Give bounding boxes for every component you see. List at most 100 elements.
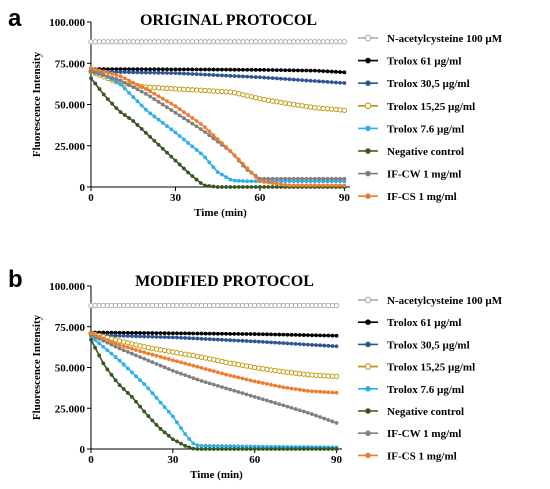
series-line [90, 70, 345, 180]
data-point [158, 354, 163, 359]
data-point [249, 67, 254, 72]
data-point [146, 334, 151, 339]
data-point [139, 84, 144, 89]
data-point [253, 67, 258, 72]
data-point [175, 331, 179, 336]
data-point [308, 68, 313, 73]
data-point [296, 68, 300, 73]
data-point [149, 345, 156, 351]
data-point [186, 119, 191, 123]
data-point [105, 67, 110, 71]
data-point [326, 447, 331, 451]
data-point [224, 145, 229, 149]
data-point [215, 444, 220, 448]
data-point [131, 119, 136, 123]
data-point [182, 71, 186, 76]
data-point [207, 129, 212, 134]
data-point [169, 127, 174, 132]
data-point [312, 39, 318, 45]
data-point [305, 342, 310, 347]
data-point [138, 355, 143, 359]
data-point [211, 331, 216, 336]
data-point [183, 336, 188, 340]
data-point [211, 136, 216, 141]
data-point [236, 185, 241, 189]
data-point [162, 331, 167, 336]
data-point [262, 179, 267, 184]
data-point [92, 39, 98, 45]
data-point [157, 347, 164, 353]
data-point [148, 89, 153, 94]
data-point [312, 176, 317, 181]
data-point [97, 353, 102, 358]
y-tick-label: 75.000 [55, 322, 86, 334]
data-point [182, 67, 186, 72]
data-point [291, 68, 296, 73]
data-point [198, 127, 203, 131]
data-point [109, 342, 114, 347]
data-point [278, 39, 284, 45]
data-point [165, 71, 169, 75]
data-point [220, 385, 224, 389]
data-point [299, 103, 305, 109]
data-point [220, 337, 224, 342]
data-point [168, 85, 174, 92]
data-point [146, 386, 151, 391]
data-point [215, 39, 221, 45]
data-point [293, 387, 298, 391]
data-point [206, 88, 212, 94]
data-point [257, 39, 263, 45]
legend-item [358, 102, 378, 110]
legend-label: Trolox 7.6 µg/ml [387, 123, 464, 135]
data-point [312, 183, 317, 188]
data-point [293, 341, 298, 346]
data-point [183, 443, 188, 448]
data-point [143, 70, 148, 75]
y-tick-label: 100.000 [49, 281, 85, 293]
data-point [273, 447, 278, 451]
data-point [253, 75, 258, 79]
data-point [165, 124, 169, 129]
data-point [158, 331, 163, 336]
data-point [304, 68, 309, 73]
data-point [121, 348, 126, 353]
data-point [307, 104, 314, 110]
data-point [265, 340, 269, 345]
data-point [109, 339, 114, 344]
data-point [113, 330, 118, 335]
y-tick-label: 50.000 [55, 363, 86, 375]
data-point [279, 68, 283, 73]
data-point [320, 105, 326, 112]
data-point [314, 413, 318, 418]
data-point [110, 67, 115, 72]
data-point [330, 419, 335, 424]
data-point [170, 368, 175, 373]
data-point [265, 447, 269, 451]
data-point [245, 74, 250, 79]
data-point [191, 363, 196, 368]
series-7 [89, 66, 347, 188]
data-point [266, 185, 271, 189]
data-point [224, 338, 228, 342]
data-point [135, 123, 140, 127]
data-point [156, 99, 161, 104]
data-point [117, 330, 122, 335]
data-point [227, 360, 233, 366]
data-point [333, 106, 339, 113]
data-point [220, 444, 224, 448]
data-point [236, 178, 241, 183]
data-point [232, 447, 237, 451]
data-point [170, 358, 175, 363]
data-point [316, 39, 322, 45]
data-point [342, 70, 347, 75]
y-tick-label: 75.000 [55, 58, 86, 70]
data-point [228, 331, 233, 336]
data-point [220, 141, 224, 146]
data-point [241, 67, 245, 72]
data-point [317, 176, 321, 181]
data-point [265, 398, 269, 403]
data-point [122, 76, 127, 81]
series-6 [89, 69, 347, 181]
data-point [181, 86, 187, 92]
data-point [134, 39, 141, 45]
